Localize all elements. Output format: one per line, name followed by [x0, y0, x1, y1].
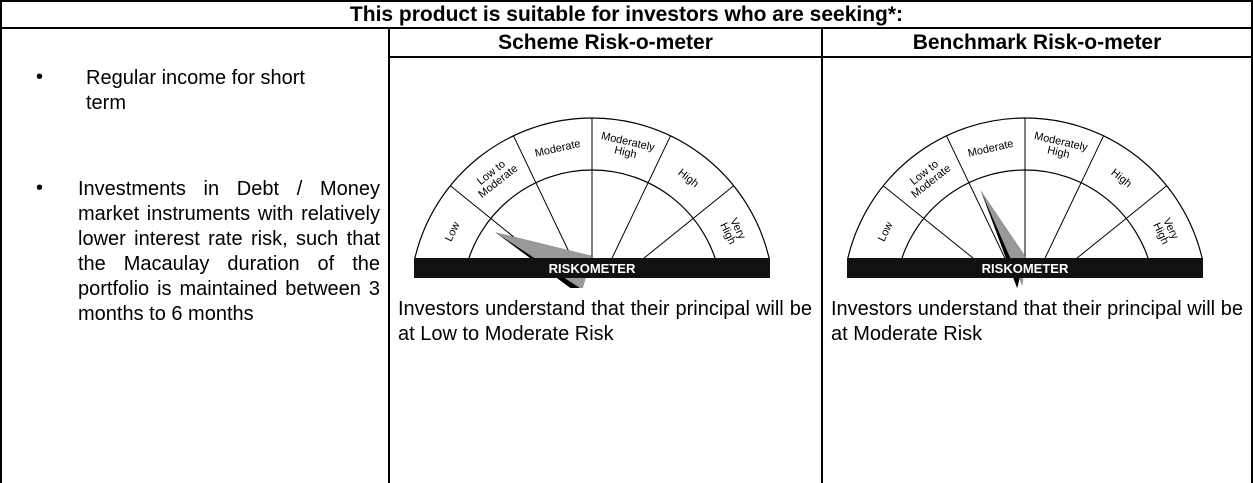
- page: This product is suitable for investors w…: [0, 0, 1253, 483]
- meter-label-line: Low: [876, 220, 896, 243]
- meter-label: Low: [443, 220, 463, 243]
- meter-caption: RISKOMETER: [982, 261, 1069, 276]
- riskometer: Low Low toModerate Moderate ModeratelyHigh H…: [823, 58, 1251, 288]
- meter-label: VeryHigh: [1150, 216, 1181, 247]
- border: [0, 0, 1253, 2]
- meter-caption: RISKOMETER: [549, 261, 636, 276]
- meter-label: Low toModerate: [903, 154, 954, 201]
- description: Investors understand that their principa…: [398, 297, 812, 347]
- meter-label: ModeratelyHigh: [1031, 130, 1090, 165]
- title: This product is suitable for investors w…: [0, 3, 1253, 27]
- column-heading: Benchmark Risk-o-meter: [823, 31, 1251, 55]
- meter-label-line: High: [1109, 167, 1134, 190]
- meter-label: Low: [876, 220, 896, 243]
- point: Investments in Debt / Money market instr…: [78, 177, 380, 327]
- meter-label: Low toModerate: [470, 154, 521, 201]
- meter-label: High: [676, 167, 701, 190]
- bullet: •: [36, 66, 43, 89]
- column-heading: Scheme Risk-o-meter: [390, 31, 821, 55]
- meter-label: Moderate: [967, 138, 1015, 160]
- border: [0, 27, 1253, 29]
- meter-label: Moderate: [534, 138, 582, 160]
- meter-label-line: High: [676, 167, 701, 190]
- meter-label: ModeratelyHigh: [598, 130, 657, 165]
- point: Regular income for short term: [86, 66, 316, 116]
- meter-label-line: Moderate: [967, 138, 1015, 160]
- meter-label: High: [1109, 167, 1134, 190]
- bullet: •: [36, 177, 43, 200]
- meter-label-line: Low: [443, 220, 463, 243]
- border: [0, 0, 2, 483]
- riskometer: Low Low toModerate Moderate ModeratelyHigh H…: [390, 58, 821, 288]
- meter-label-line: Moderate: [534, 138, 582, 160]
- description: Investors understand that their principa…: [831, 297, 1243, 347]
- meter-label: VeryHigh: [717, 216, 748, 247]
